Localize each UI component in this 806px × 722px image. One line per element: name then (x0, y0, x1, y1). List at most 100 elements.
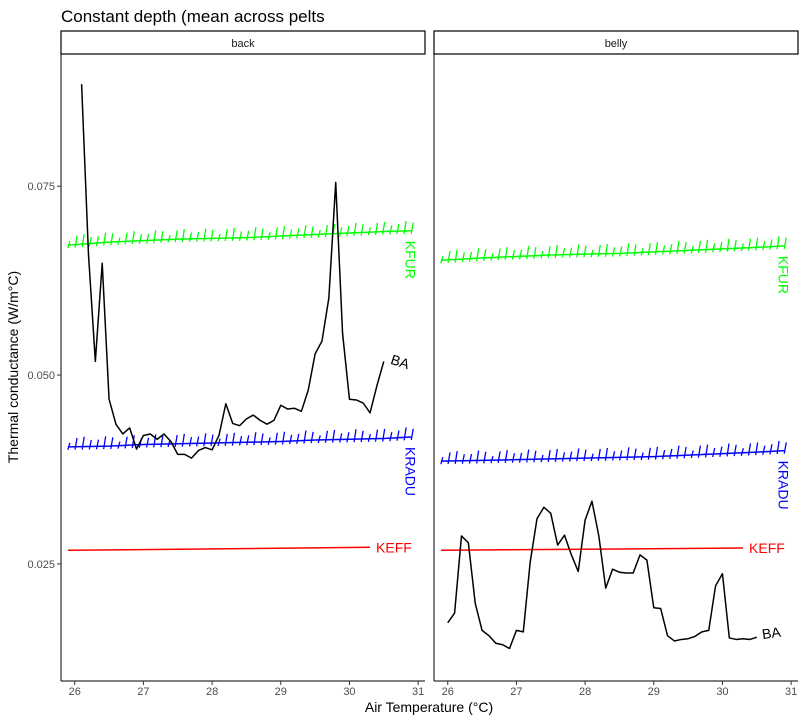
series-arrow-kradu (210, 434, 214, 447)
series-arrow-kradu (203, 433, 207, 447)
series-arrow-kradu (267, 437, 271, 445)
series-arrow-kfur (576, 244, 580, 258)
series-arrow-kradu (274, 432, 278, 445)
series-line-kfur (67, 230, 412, 246)
series-arrow-kfur (217, 233, 221, 242)
series-arrow-kradu (776, 440, 780, 455)
series-arrow-kradu (697, 445, 702, 458)
x-tick-label: 27 (137, 686, 149, 698)
series-arrow-kradu (597, 448, 601, 461)
series-arrow-kradu (490, 455, 494, 464)
series-arrow-kfur (483, 249, 487, 261)
series-arrow-kfur (131, 231, 135, 245)
series-arrow-kfur (697, 240, 702, 254)
x-tick-label: 26 (69, 686, 81, 698)
y-axis-title: Thermal conductance (W/m°C) (5, 271, 21, 463)
series-arrow-kradu (246, 435, 250, 446)
panel-belly: belly 26 27 28 29 30 31 KFUR KRADU KEFF BA (433, 30, 799, 698)
series-arrow-kfur (389, 225, 393, 235)
x-tick-label: 28 (206, 686, 218, 698)
series-arrow-kradu (547, 450, 551, 463)
series-arrow-kfur (88, 236, 92, 247)
series-label-kfur: KFUR (775, 256, 791, 294)
series-arrow-kradu (374, 429, 379, 442)
series-arrow-kfur (181, 229, 185, 243)
series-arrow-kradu (755, 442, 759, 456)
series-arrow-kfur (403, 220, 407, 235)
series-arrow-kradu (110, 437, 114, 450)
series-arrow-kfur (382, 221, 386, 235)
x-tick-label: 30 (716, 686, 728, 698)
series-arrow-kfur (367, 227, 371, 236)
series-arrow-kfur (511, 250, 516, 260)
series-arrow-kfur (238, 231, 243, 241)
series-arrow-kfur (374, 222, 379, 235)
series-arrow-kradu (554, 448, 558, 462)
series-arrow-kfur (310, 226, 314, 238)
series-arrow-kfur (640, 247, 644, 256)
series-arrow-kradu (188, 437, 193, 447)
series-arrow-kradu (533, 450, 537, 463)
series-arrow-kradu (346, 432, 350, 443)
series-arrow-kfur (597, 244, 601, 258)
series-arrow-kradu (747, 443, 752, 456)
series-arrow-kfur (124, 232, 128, 245)
series-arrow-kradu (504, 449, 508, 464)
series-arrow-kfur (726, 238, 730, 252)
x-tick-label: 28 (579, 686, 591, 698)
series-arrow-kradu (468, 453, 473, 464)
series-arrow-kradu (662, 449, 666, 460)
strip-label-belly: belly (605, 38, 628, 50)
series-arrow-kradu (647, 447, 651, 460)
series-arrow-kfur (67, 240, 71, 249)
series-line-ba (447, 500, 758, 650)
series-arrow-kfur (755, 237, 759, 251)
series-arrow-kradu (733, 444, 737, 457)
series-arrow-kradu (633, 448, 637, 461)
series-arrow-kradu (339, 433, 343, 443)
x-tick-label: 30 (343, 686, 355, 698)
series-arrow-kradu (331, 429, 336, 443)
series-arrow-kradu (676, 445, 680, 459)
series-arrow-kfur (454, 249, 458, 263)
series-arrow-kradu (289, 434, 293, 445)
series-arrow-kfur (160, 231, 164, 243)
series-arrow-kfur (396, 223, 400, 235)
series-arrow-kradu (762, 445, 766, 455)
x-tick-label: 29 (275, 686, 287, 698)
series-arrow-kfur (604, 243, 609, 257)
series-arrow-kfur (95, 236, 100, 247)
series-arrow-kradu (561, 452, 566, 462)
series-arrow-kradu (95, 439, 100, 450)
series-arrow-kfur (590, 249, 594, 258)
series-arrow-kradu (712, 447, 716, 458)
strip-label-back: back (231, 38, 255, 50)
series-arrow-kradu (224, 433, 228, 446)
panel-back: back 26 27 28 29 30 31 0.025 0.050 0.075 KFUR KRADU… (27, 30, 426, 698)
series-label-ba: BA (389, 351, 412, 372)
series-arrow-kfur (647, 243, 651, 256)
series-arrow-kradu (353, 429, 357, 443)
series-line-kradu (67, 436, 412, 448)
series-arrow-kradu (260, 433, 264, 446)
series-arrow-kfur (145, 233, 150, 244)
series-arrow-kfur (174, 230, 178, 243)
series-arrow-kfur (626, 243, 630, 257)
series-arrow-kfur (547, 246, 551, 259)
strip-belly (433, 30, 799, 55)
series-arrow-kfur (583, 245, 587, 258)
series-arrow-kradu (296, 433, 300, 444)
series-arrow-kradu (117, 441, 121, 449)
series-arrow-kradu (74, 437, 78, 450)
series-arrow-kradu (360, 430, 364, 443)
series-arrow-kfur (324, 224, 329, 238)
series-arrow-kfur (733, 239, 737, 252)
series-arrow-kfur (281, 226, 286, 240)
series-arrow-kfur (447, 251, 451, 263)
series-arrow-kfur (633, 244, 637, 256)
series-arrow-kfur (533, 247, 537, 259)
y-tick-label: 0.050 (27, 370, 55, 382)
series-arrow-kfur (554, 244, 558, 258)
series-arrow-kradu (611, 451, 616, 461)
series-arrow-kfur (81, 234, 85, 248)
